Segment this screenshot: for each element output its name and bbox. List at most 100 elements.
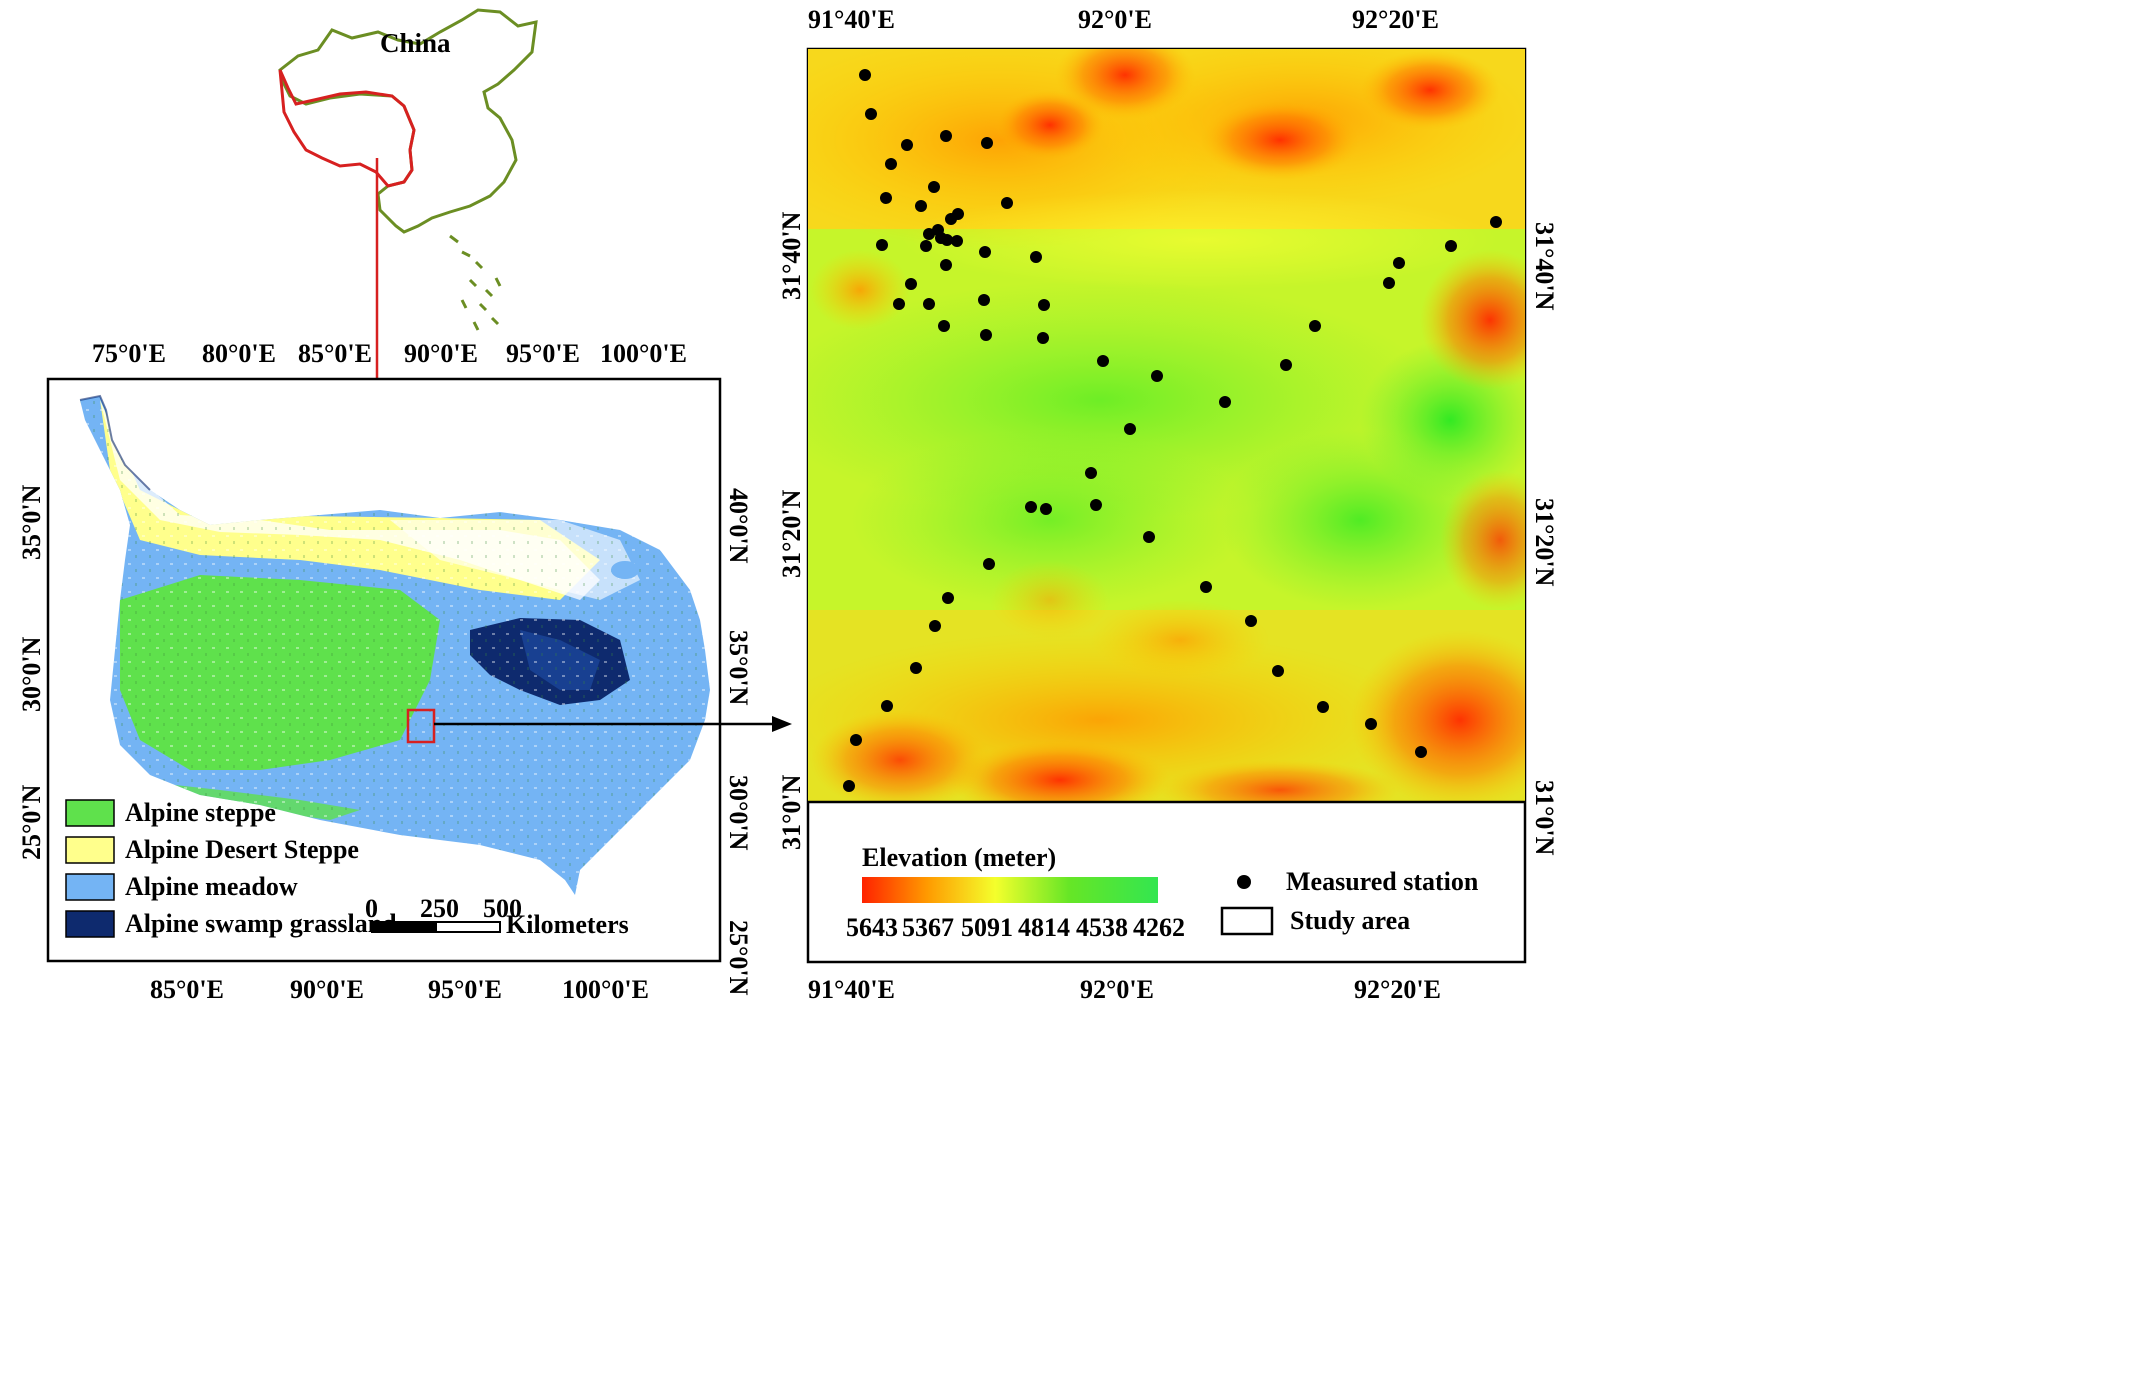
elevation-legend-title: Elevation (meter) — [862, 843, 1056, 872]
plateau-top-tick: 95°0'E — [506, 339, 580, 368]
measured-station-point — [843, 780, 855, 792]
scale-bar: 0 250 500 Kilometers — [365, 894, 629, 939]
measured-station-point — [865, 108, 877, 120]
plateau-right-tick: 40°0'N — [724, 488, 753, 564]
measured-station-point — [859, 69, 871, 81]
measured-station-point — [1037, 332, 1049, 344]
measured-station-point — [1280, 359, 1292, 371]
legend-label: Alpine Desert Steppe — [125, 835, 359, 864]
measured-station-point — [910, 662, 922, 674]
measured-station-point — [881, 700, 893, 712]
elevation-value: 4814 — [1018, 913, 1070, 942]
measured-station-point — [981, 137, 993, 149]
measured-station-point — [923, 228, 935, 240]
tibet-plateau-outline — [278, 69, 416, 188]
plateau-right-tick: 30°0'N — [724, 775, 753, 851]
measured-station-point — [850, 734, 862, 746]
elevation-value: 5367 — [902, 913, 954, 942]
plateau-right-ticks: 40°0'N 35°0'N 30°0'N 25°0'N — [724, 488, 753, 996]
symbol-legend: Measured station Study area — [1220, 867, 1479, 936]
study-right-ticks: 31°40'N 31°20'N 31°0'N — [1530, 222, 1559, 856]
china-label: China — [380, 28, 451, 58]
measured-station-point — [938, 320, 950, 332]
scale-tick-500: 500 — [483, 894, 522, 923]
plateau-map: Alpine steppe Alpine Desert Steppe Alpine … — [17, 339, 753, 1004]
legend-swatch — [65, 799, 115, 827]
measured-station-point — [940, 259, 952, 271]
study-area-legend-label: Study area — [1290, 906, 1410, 935]
measured-station-point — [1090, 499, 1102, 511]
study-right-tick: 31°20'N — [1530, 498, 1559, 587]
study-area-box — [406, 708, 436, 744]
scale-tick-250: 250 — [420, 894, 459, 923]
measured-station-point — [928, 181, 940, 193]
plateau-bottom-tick: 85°0'E — [150, 975, 224, 1004]
study-bottom-ticks: 91°40'E 92°0'E 92°20'E — [808, 975, 1441, 1004]
measured-station-point — [951, 235, 963, 247]
study-left-ticks: 31°40'N 31°20'N 31°0'N — [777, 211, 806, 850]
measured-station-point — [1445, 240, 1457, 252]
measured-station-point — [1200, 581, 1212, 593]
elevation-value: 5643 — [846, 913, 898, 942]
elevation-legend: Elevation (meter) 5643 5367 5091 4814 45… — [846, 843, 1185, 942]
study-area-legend-symbol — [1220, 906, 1274, 936]
measured-station-point — [1365, 718, 1377, 730]
measured-station-point — [942, 592, 954, 604]
measured-station-point — [1030, 251, 1042, 263]
elevation-raster — [808, 49, 1525, 802]
elevation-value: 5091 — [961, 913, 1013, 942]
plateau-top-tick: 80°0'E — [202, 339, 276, 368]
measured-station-point — [1245, 615, 1257, 627]
measured-station-point — [885, 158, 897, 170]
measured-station-point — [1151, 370, 1163, 382]
legend-swatch — [65, 910, 115, 938]
measured-station-point — [941, 234, 953, 246]
study-left-tick: 31°0'N — [777, 774, 806, 850]
study-bottom-tick: 92°0'E — [1080, 975, 1154, 1004]
plateau-right-tick: 25°0'N — [724, 920, 753, 996]
china-inset: China — [278, 8, 538, 331]
measured-station-point — [1383, 277, 1395, 289]
plateau-bottom-tick: 95°0'E — [428, 975, 502, 1004]
connector-arrow — [434, 716, 792, 732]
plateau-right-tick: 35°0'N — [724, 630, 753, 706]
measured-station-point — [1309, 320, 1321, 332]
station-legend-symbol — [1237, 875, 1251, 889]
measured-station-point — [905, 278, 917, 290]
study-left-tick: 31°40'N — [777, 211, 806, 300]
scale-unit: Kilometers — [506, 910, 629, 939]
study-top-tick: 92°20'E — [1352, 5, 1439, 34]
measured-station-point — [1393, 257, 1405, 269]
legend-swatch — [65, 873, 115, 901]
measured-station-point — [980, 329, 992, 341]
measured-station-point — [1040, 503, 1052, 515]
study-map: Elevation (meter) 5643 5367 5091 4814 45… — [777, 5, 1559, 1004]
measured-station-point — [876, 239, 888, 251]
measured-station-point — [978, 294, 990, 306]
plateau-bottom-tick: 100°0'E — [562, 975, 649, 1004]
plateau-top-ticks: 75°0'E 80°0'E 85°0'E 90°0'E 95°0'E 100°0… — [92, 339, 687, 368]
measured-station-point — [1085, 467, 1097, 479]
measured-station-point — [929, 620, 941, 632]
measured-station-point — [1025, 501, 1037, 513]
measured-station-point — [1415, 746, 1427, 758]
study-right-tick: 31°40'N — [1530, 222, 1559, 311]
plateau-top-tick: 85°0'E — [298, 339, 372, 368]
measured-station-point — [920, 240, 932, 252]
legend-label: Alpine swamp grassland — [125, 909, 397, 938]
plateau-left-tick: 35°0'N — [17, 484, 46, 560]
plateau-top-tick: 100°0'E — [600, 339, 687, 368]
legend-swatch — [65, 836, 115, 864]
legend-label: Alpine steppe — [125, 798, 276, 827]
plateau-top-tick: 75°0'E — [92, 339, 166, 368]
elevation-color-ramp — [862, 877, 1158, 903]
measured-station-point — [1097, 355, 1109, 367]
measured-station-point — [1124, 423, 1136, 435]
measured-station-point — [1001, 197, 1013, 209]
measured-station-point — [1272, 665, 1284, 677]
measured-station-point — [945, 213, 957, 225]
study-bottom-tick: 92°20'E — [1354, 975, 1441, 1004]
measured-station-point — [915, 200, 927, 212]
measured-station-point — [979, 246, 991, 258]
